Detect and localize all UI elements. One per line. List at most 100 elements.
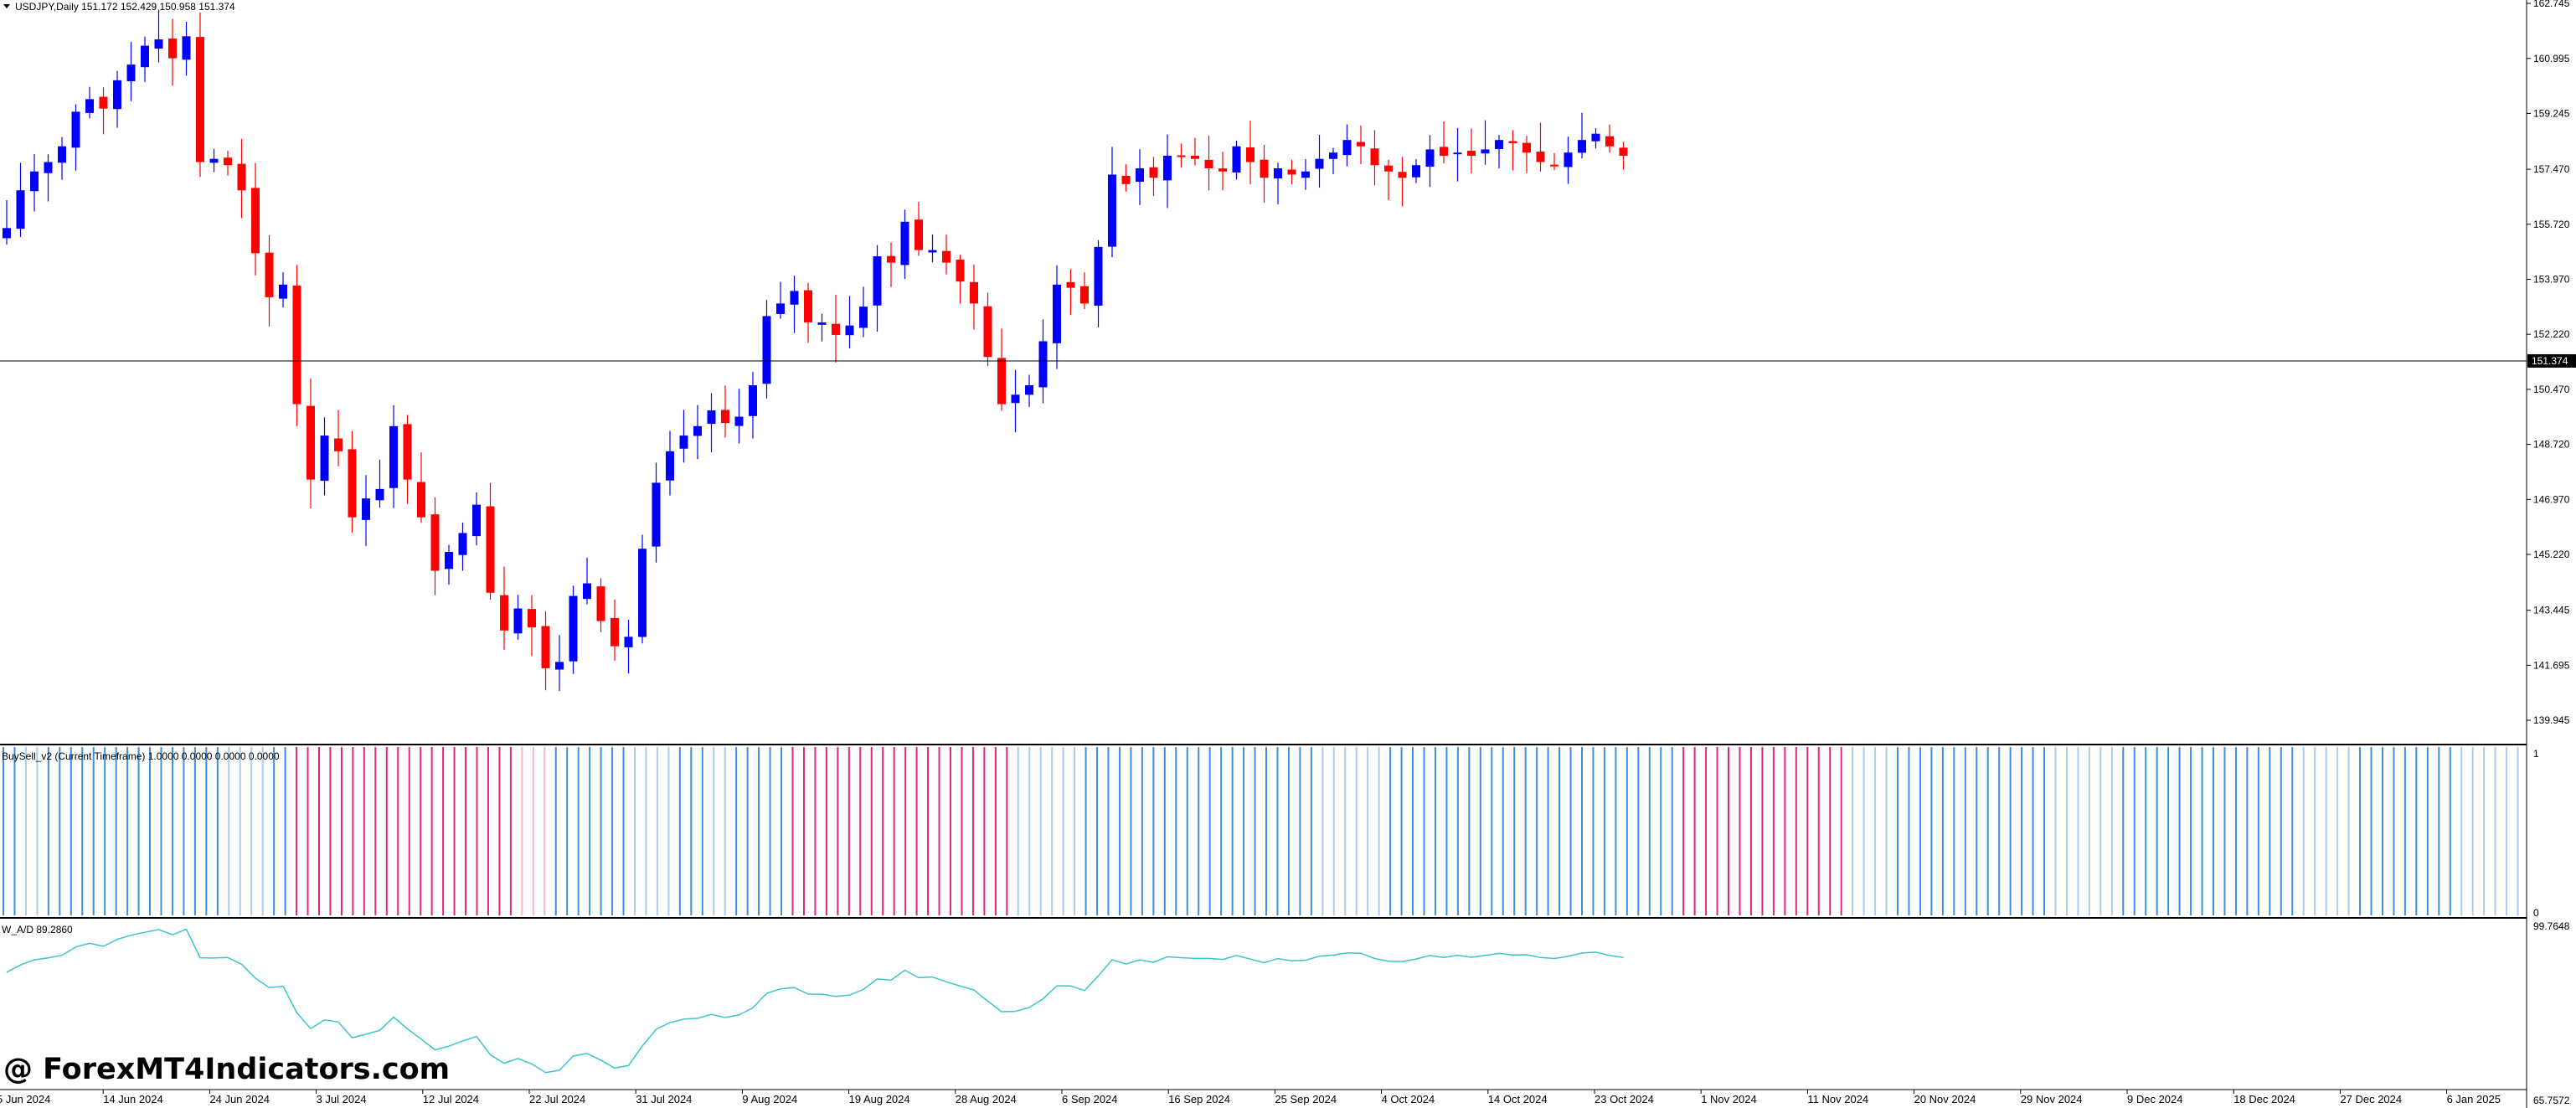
bear-candle xyxy=(334,438,343,451)
bull-candle xyxy=(1342,140,1352,156)
time-tick-label: 11 Nov 2024 xyxy=(1807,1093,1868,1105)
bull-candle xyxy=(141,45,149,68)
bull-candle xyxy=(900,221,909,265)
bull-candle xyxy=(1591,133,1600,142)
bear-candle xyxy=(1619,147,1628,156)
bull-candle xyxy=(154,39,163,49)
bull-candle xyxy=(845,325,854,336)
time-tick-label: 1 Nov 2024 xyxy=(1701,1093,1757,1105)
bull-candle xyxy=(638,549,647,637)
bull-candle xyxy=(652,482,661,547)
time-tick-label: 6 Sep 2024 xyxy=(1062,1093,1118,1105)
bull-candle xyxy=(182,36,191,60)
bull-candle xyxy=(790,291,799,305)
bull-candle xyxy=(666,451,674,481)
bull-candle xyxy=(1274,167,1282,179)
bear-candle xyxy=(1550,164,1558,167)
wad-tick-label: 65.7572 xyxy=(2533,1095,2570,1106)
time-axis: 5 Jun 2024 14 Jun 2024 24 Jun 2024 3 Jul 20… xyxy=(0,1090,2501,1105)
bull-candle xyxy=(734,416,744,426)
time-tick-label: 25 Sep 2024 xyxy=(1275,1093,1337,1105)
time-tick-label: 19 Aug 2024 xyxy=(849,1093,910,1105)
price-tick-label: 143.445 xyxy=(2533,605,2570,616)
bear-candle xyxy=(1080,286,1089,304)
buysell-tick-label: 1 xyxy=(2533,748,2539,760)
time-tick-label: 20 Nov 2024 xyxy=(1914,1093,1976,1105)
bull-candle xyxy=(1094,246,1103,306)
bull-candle xyxy=(1301,171,1310,178)
bull-candle xyxy=(679,435,688,449)
bear-candle xyxy=(1287,169,1296,175)
price-tick-label: 157.470 xyxy=(2533,163,2570,175)
bull-candle xyxy=(445,551,453,569)
current-price-label: 151.374 xyxy=(2532,355,2568,367)
bear-candle xyxy=(1246,147,1255,162)
bull-candle xyxy=(1053,284,1061,343)
bull-candle xyxy=(707,410,716,425)
wad-title: W_A/D 89.2860 xyxy=(2,924,73,935)
bear-candle xyxy=(1177,155,1186,157)
bear-candle xyxy=(887,255,895,263)
bull-candle xyxy=(1038,341,1048,388)
bear-candle xyxy=(348,449,357,518)
bear-candle xyxy=(265,252,274,297)
bull-candle xyxy=(1453,152,1462,155)
bear-candle xyxy=(417,482,425,518)
price-tick-label: 162.745 xyxy=(2533,0,2570,9)
bear-candle xyxy=(307,405,315,480)
time-tick-label: 28 Aug 2024 xyxy=(956,1093,1017,1105)
buysell-tick-label: 0 xyxy=(2533,907,2539,919)
bear-candle xyxy=(1149,167,1158,178)
bear-candle xyxy=(1191,155,1199,159)
bull-candle xyxy=(555,662,564,670)
time-tick-label: 14 Jun 2024 xyxy=(103,1093,163,1105)
bear-candle xyxy=(1066,281,1075,288)
wad-line xyxy=(6,928,1624,1074)
bull-candle xyxy=(126,64,136,81)
bull-candle xyxy=(320,435,329,482)
wad-indicator: 99.7648 65.7572 xyxy=(6,920,2570,1106)
bear-candle xyxy=(224,157,232,166)
bull-candle xyxy=(16,190,25,229)
bear-candle xyxy=(997,358,1006,405)
bear-candle xyxy=(168,39,177,59)
bull-candle xyxy=(209,158,219,163)
bear-candle xyxy=(832,323,840,335)
time-tick-label: 24 Jun 2024 xyxy=(209,1093,270,1105)
time-tick-label: 12 Jul 2024 xyxy=(423,1093,479,1105)
price-tick-label: 152.220 xyxy=(2533,328,2570,340)
bear-candle xyxy=(1508,141,1517,143)
bull-candle xyxy=(693,425,702,436)
bull-candle xyxy=(58,146,66,163)
bull-candle xyxy=(859,307,868,328)
bear-candle xyxy=(99,96,108,109)
bear-candle xyxy=(804,290,812,322)
bear-candle xyxy=(970,281,978,304)
bear-candle xyxy=(1398,172,1407,178)
bull-candle xyxy=(513,608,523,634)
bear-candle xyxy=(1522,142,1531,153)
bull-candle xyxy=(389,425,398,488)
bear-candle xyxy=(541,626,550,668)
bear-candle xyxy=(914,219,923,250)
bear-candle xyxy=(430,514,440,571)
bull-candle xyxy=(3,228,11,239)
collapse-triangle-icon xyxy=(3,4,10,8)
bear-candle xyxy=(1536,152,1545,162)
bear-candle xyxy=(1384,165,1393,172)
bear-candle xyxy=(596,586,605,621)
bull-candle xyxy=(1329,152,1337,159)
time-tick-label: 22 Jul 2024 xyxy=(529,1093,585,1105)
chart-titles: USDJPY,Daily 151.172 152.429 150.958 151… xyxy=(2,1,280,935)
price-tick-label: 141.695 xyxy=(2533,659,2570,671)
time-tick-label: 9 Aug 2024 xyxy=(742,1093,797,1105)
price-tick-label: 150.470 xyxy=(2533,384,2570,395)
price-tick-label: 139.945 xyxy=(2533,714,2570,726)
time-tick-label: 5 Jun 2024 xyxy=(0,1093,50,1105)
bull-candle xyxy=(113,80,121,110)
bull-candle xyxy=(1564,152,1573,167)
bull-candle xyxy=(1495,140,1503,149)
bear-candle xyxy=(1467,150,1476,156)
time-tick-label: 3 Jul 2024 xyxy=(317,1093,367,1105)
